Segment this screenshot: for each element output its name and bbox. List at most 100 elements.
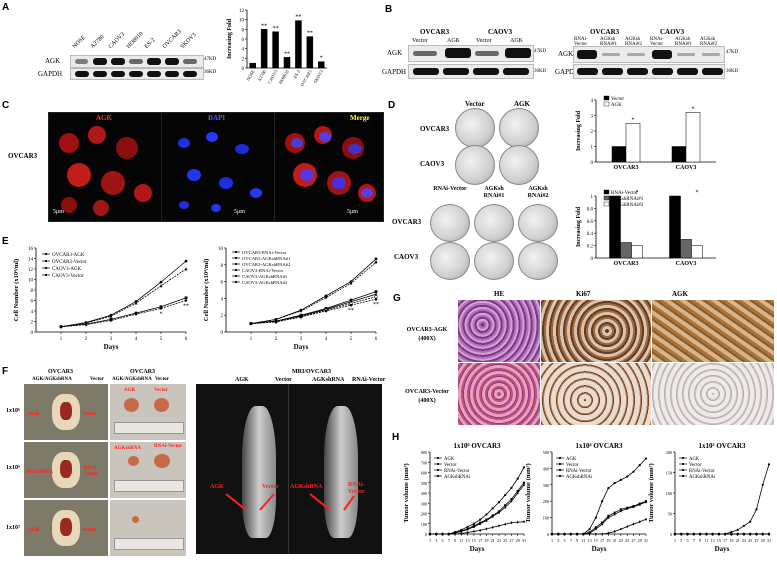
y-tick-label: 2	[31, 321, 34, 326]
data-point	[724, 532, 727, 536]
data-point	[516, 491, 519, 495]
data-point	[736, 528, 739, 531]
legend-marker	[234, 250, 238, 254]
size-label: 36KD	[534, 69, 547, 74]
data-point	[159, 280, 163, 284]
legend-label: Vector	[444, 463, 457, 468]
x-tick-label: 1	[250, 337, 253, 342]
data-point	[510, 521, 513, 525]
y-tick-label: 0	[31, 331, 34, 336]
data-point	[504, 504, 507, 507]
y-tick-label: 0.8	[587, 207, 594, 212]
col-label: Ki67	[576, 290, 591, 298]
legend-marker	[681, 468, 685, 472]
col-title: OVCAR3	[48, 369, 73, 375]
data-point	[84, 322, 88, 327]
data-point	[374, 295, 378, 299]
y-tick-label: 2	[591, 130, 594, 135]
data-point	[466, 527, 469, 531]
x-tick-label: 27	[631, 538, 635, 543]
significance-mark: **	[373, 302, 379, 308]
histology-he-vector	[458, 363, 540, 425]
x-tick-label: 15	[472, 538, 476, 543]
data-point	[550, 532, 554, 536]
y-tick-label: 500	[543, 450, 549, 455]
y-tick-label: 8	[221, 264, 224, 269]
x-tick-label: 19	[729, 538, 733, 543]
lane-label: HO8910	[125, 31, 145, 50]
x-tick-label: 1	[60, 337, 63, 342]
series-line	[60, 260, 187, 328]
x-tick-label: 2	[275, 337, 278, 342]
x-tick-label: 9	[576, 538, 578, 543]
x-tick-label: 9	[699, 538, 701, 543]
x-tick-label: OVCAR3	[614, 261, 639, 267]
x-tick-label: OVCAR3	[299, 68, 313, 87]
cell-line-label: OVCAR3	[8, 152, 38, 160]
data-point	[522, 481, 526, 484]
x-tick-label: 1	[429, 538, 431, 543]
y-tick-label: 0	[242, 67, 245, 72]
data-point	[59, 324, 63, 329]
legend-marker	[681, 462, 685, 466]
col-subtitle: AGK/AGKshRNA	[112, 377, 152, 382]
lane-label: OVCAR3	[161, 28, 183, 50]
legend-label: AGK	[566, 457, 577, 462]
dapi-stain-drawing	[178, 132, 262, 212]
col-title: OVCAR3	[130, 369, 155, 375]
scalebar-label: 5μm	[53, 209, 64, 215]
data-point	[755, 508, 758, 511]
data-point	[613, 512, 616, 516]
data-point	[619, 509, 623, 513]
col-label: Vector	[465, 100, 485, 108]
y-tick-label: 12	[28, 268, 34, 273]
agk-stain-drawing	[59, 126, 152, 216]
significance-mark: *	[632, 117, 635, 123]
data-point	[159, 284, 163, 288]
data-point	[374, 257, 378, 261]
bar	[609, 195, 621, 259]
y-tick-label: 200	[543, 499, 549, 504]
x-tick-label: 21	[613, 538, 617, 543]
legend-label: CAOV3-RNAi-Vector	[242, 268, 284, 273]
legend-label: Vector	[611, 97, 624, 102]
legend-label: CAOV3-Vector	[52, 274, 84, 279]
x-tick-label: 13	[466, 538, 470, 543]
tumor-label: AGK	[28, 412, 40, 417]
col-label: AGK	[514, 100, 530, 108]
data-point	[349, 303, 353, 307]
series-line	[60, 297, 187, 328]
y-tick-label: 4	[221, 297, 224, 302]
data-point	[472, 529, 475, 533]
tumor-label: RNAi-Vector	[84, 466, 98, 477]
panel-d-bar-chart-bottom: 0 0.2 0.4 0.6 0.8 1 Increasing Fold * OVCAR3 * CAO…	[576, 189, 716, 267]
legend-label: AGKshRNAi	[689, 475, 716, 480]
legend-swatch	[603, 201, 610, 207]
legend-marker	[436, 462, 440, 466]
data-point	[563, 532, 566, 536]
x-tick-label: 7	[448, 538, 450, 543]
panel-d-bar-chart-top: 0 1 2 3 4 Increasing Fold * OVCAR3 * CAOV3 VectorA…	[576, 95, 716, 171]
y-tick-label: 10	[28, 279, 34, 284]
data-point	[626, 475, 629, 478]
data-point	[730, 530, 733, 534]
legend-marker	[681, 456, 685, 460]
data-point	[673, 532, 677, 536]
legend-marker	[234, 262, 238, 266]
series-line	[430, 521, 525, 535]
tumor-label: Vector	[154, 388, 168, 393]
data-point	[472, 522, 475, 525]
legend-marker	[234, 274, 238, 278]
significance-mark: *	[692, 106, 695, 112]
tumor-label: AGK	[28, 528, 40, 533]
panel-label-e: E	[2, 236, 9, 247]
data-point	[274, 320, 278, 324]
data-point	[485, 513, 488, 516]
data-point	[497, 510, 501, 514]
y-tick-label: 2	[221, 314, 224, 319]
data-point	[479, 518, 482, 521]
mri-arrow-label: RNAi-Vector	[348, 482, 365, 495]
x-tick-label: NOSE	[245, 69, 255, 82]
tumor-label: RNAi-Vector	[154, 444, 182, 449]
